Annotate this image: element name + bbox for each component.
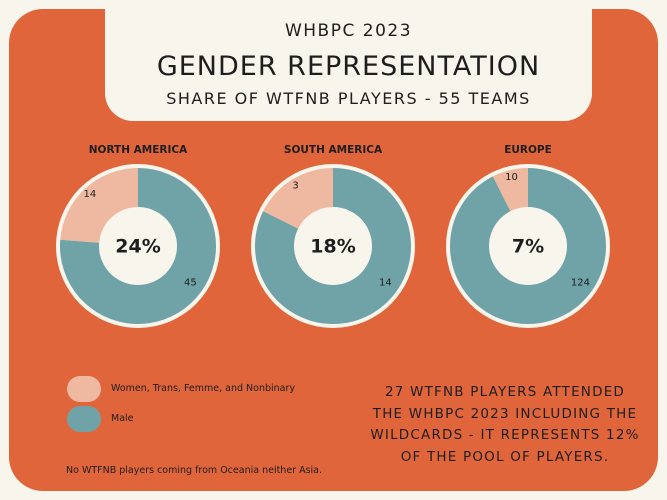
donut-chart-south-america: 3 14 18%: [251, 164, 415, 328]
legend-swatch-wtfnb: [67, 376, 101, 402]
center-percentage-north-america: 24%: [115, 236, 160, 258]
donut-chart-europe: 10 124 7%: [446, 164, 610, 328]
donut-svg-south-america: 3 14 18%: [251, 164, 415, 328]
footnote: No WTFNB players coming from Oceania nei…: [66, 465, 323, 476]
legend-label-wtfnb: Women, Trans, Femme, and Nonbinary: [111, 383, 296, 394]
summary-line-3: WILDCARDS - IT REPRESENTS 12%: [370, 427, 640, 443]
data-label-wtfnb-europe: 10: [505, 172, 518, 183]
legend-label-male: Male: [111, 413, 134, 424]
legend-swatch-male: [67, 406, 101, 432]
data-label-male-europe: 124: [571, 278, 590, 289]
summary-line-1: 27 WTFNB PLAYERS ATTENDED: [384, 384, 626, 400]
center-percentage-europe: 7%: [512, 236, 544, 258]
donut-hole: [489, 207, 567, 285]
data-label-male-south-america: 14: [379, 278, 392, 289]
page-subtitle: SHARE OF WTFNB PLAYERS - 55 TEAMS: [166, 89, 531, 108]
data-label-male-north-america: 45: [184, 278, 197, 289]
header-card: WHBPC 2023 GENDER REPRESENTATION SHARE O…: [105, 9, 592, 121]
summary-line-2: THE WHBPC 2023 INCLUDING THE: [372, 405, 638, 422]
summary-line-4: OF THE POOL OF PLAYERS.: [400, 448, 610, 465]
event-label: WHBPC 2023: [284, 21, 413, 41]
donut-svg-north-america: 14 45 24%: [56, 164, 220, 328]
donut-chart-north-america: 14 45 24%: [56, 164, 220, 328]
center-percentage-south-america: 18%: [310, 236, 355, 258]
donut-hole: [294, 207, 372, 285]
summary-text: 27 WTFNB PLAYERS ATTENDED THE WHBPC 2023…: [370, 382, 640, 468]
donut-svg-europe: 10 124 7%: [446, 164, 610, 328]
region-title-europe: EUROPE: [504, 144, 552, 156]
data-label-wtfnb-north-america: 14: [83, 189, 96, 200]
region-title-north-america: NORTH AMERICA: [88, 144, 188, 156]
region-title-south-america: SOUTH AMERICA: [283, 144, 383, 156]
donut-hole: [99, 207, 177, 285]
page-title: GENDER REPRESENTATION: [156, 51, 541, 82]
data-label-wtfnb-south-america: 3: [292, 181, 298, 192]
